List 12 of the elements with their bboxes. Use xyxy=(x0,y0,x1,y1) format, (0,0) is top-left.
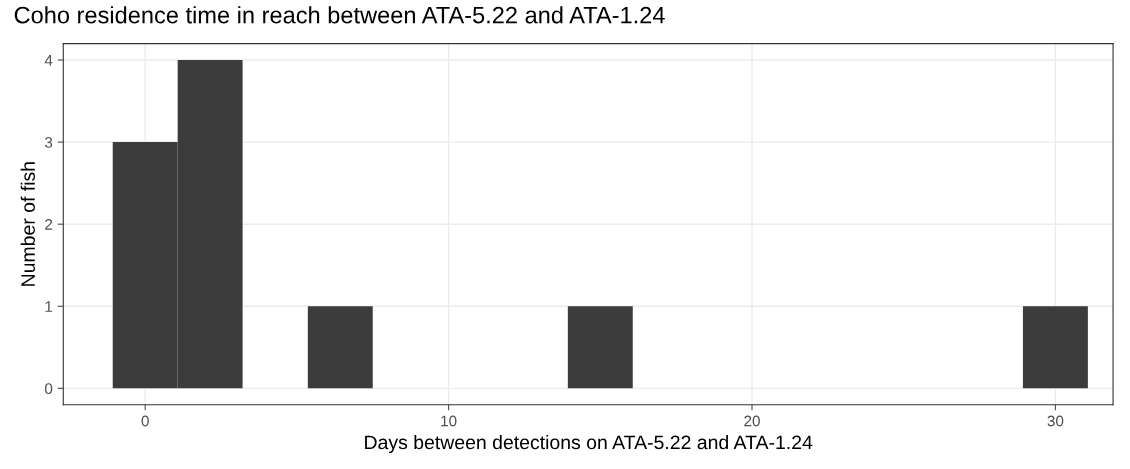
y-tick-label: 1 xyxy=(45,301,53,312)
y-tick-label: 4 xyxy=(44,55,53,66)
x-axis-title: Days between detections on ATA-5.22 and ATA-1.24 xyxy=(365,434,813,454)
chart-title: Coho residence time in reach between ATA-5.22 and ATA-1.24 xyxy=(14,6,665,24)
y-tick-label: 0 xyxy=(44,383,53,395)
y-axis-title: Number of fish xyxy=(20,162,35,286)
x-tick-label: 0 xyxy=(141,415,149,427)
x-tick-label: 30 xyxy=(1047,415,1064,427)
x-tick-label: 20 xyxy=(744,415,760,427)
x-tick-label: 10 xyxy=(441,415,457,427)
y-tick-label: 3 xyxy=(44,136,53,148)
y-tick-label: 2 xyxy=(45,219,53,230)
